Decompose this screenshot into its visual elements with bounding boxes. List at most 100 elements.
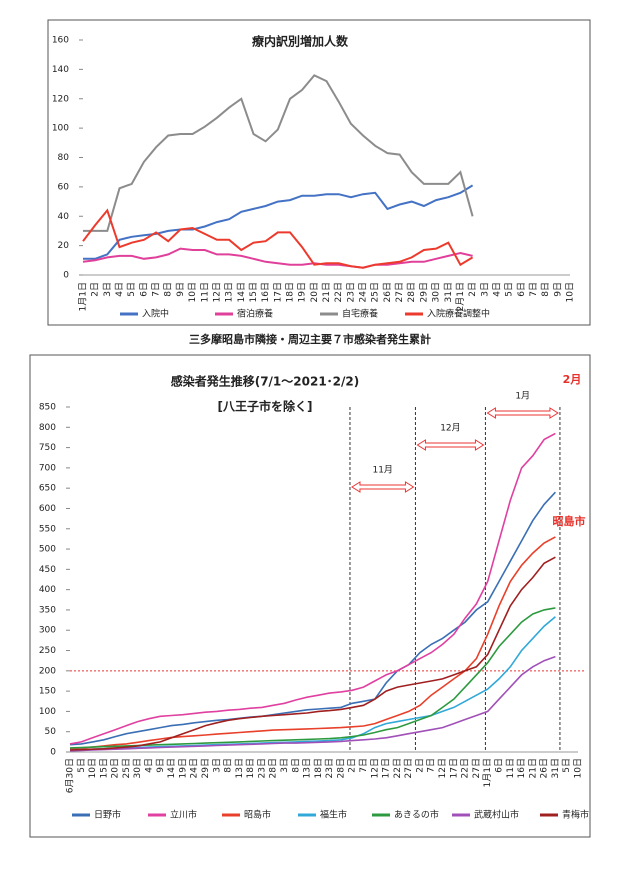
y-tick-label: 250 <box>39 646 56 656</box>
x-tick-label: 6月30日 <box>65 758 76 793</box>
x-tick-label: 17日 <box>381 758 392 778</box>
x-tick-label: 2日 <box>347 758 358 773</box>
x-tick-label: 13日 <box>234 758 245 778</box>
x-tick-label: 7日 <box>151 282 162 297</box>
y-tick-label: 20 <box>58 241 70 251</box>
y-tick-label: 750 <box>39 443 56 453</box>
legend-label: 昭島市 <box>244 809 271 821</box>
legend-label: 宿泊療養 <box>237 308 273 320</box>
x-tick-label: 3日 <box>279 758 290 773</box>
x-tick-label: 7日 <box>528 282 539 297</box>
range-arrow <box>416 439 485 451</box>
x-tick-label: 27日 <box>403 758 414 778</box>
x-tick-label: 20日 <box>309 282 320 302</box>
x-tick-label: 18日 <box>284 282 295 302</box>
x-tick-label: 30日 <box>132 758 143 778</box>
x-tick-label: 30日 <box>431 282 442 302</box>
x-tick-label: 23日 <box>256 758 267 778</box>
x-tick-label: 13日 <box>224 282 235 302</box>
legend-label: 自宅療養 <box>342 308 378 320</box>
x-tick-label: 4日 <box>491 282 502 297</box>
y-tick-label: 120 <box>52 94 69 104</box>
x-tick-label: 15日 <box>248 282 259 302</box>
x-tick-label: 5日 <box>126 282 137 297</box>
x-tick-label: 3日 <box>479 282 490 297</box>
y-tick-label: 800 <box>39 423 56 433</box>
y-tick-label: 850 <box>39 403 56 413</box>
x-tick-label: 22日 <box>333 282 344 302</box>
series-line <box>83 184 474 260</box>
x-tick-label: 8日 <box>223 758 234 773</box>
x-tick-label: 15日 <box>98 758 109 778</box>
y-tick-label: 60 <box>58 182 70 192</box>
y-tick-label: 50 <box>45 727 57 737</box>
x-tick-label: 7日 <box>358 758 369 773</box>
series-line <box>69 556 556 751</box>
x-tick-label: 23日 <box>324 758 335 778</box>
series-line <box>69 536 556 750</box>
x-tick-label: 10日 <box>573 758 584 778</box>
chart-frame <box>47 19 591 326</box>
y-tick-label: 200 <box>39 666 56 676</box>
month-label: 2月 <box>563 373 582 386</box>
x-tick-label: 16日 <box>260 282 271 302</box>
x-tick-label: 26日 <box>539 758 550 778</box>
x-tick-label: 26日 <box>382 282 393 302</box>
y-tick-label: 0 <box>63 271 69 281</box>
x-tick-label: 24日 <box>358 282 369 302</box>
x-tick-label: 25日 <box>370 282 381 302</box>
y-tick-label: 350 <box>39 605 56 615</box>
x-tick-label: 1月1日 <box>482 758 493 787</box>
x-tick-label: 8日 <box>540 282 551 297</box>
x-tick-label: 12日 <box>211 282 222 302</box>
x-tick-label: 4日 <box>114 282 125 297</box>
x-tick-label: 21日 <box>527 758 538 778</box>
x-tick-label: 10日 <box>87 758 98 778</box>
series-line <box>69 655 556 752</box>
legend-label: 福生市 <box>320 809 347 821</box>
y-tick-label: 140 <box>52 65 69 75</box>
x-tick-label: 10日 <box>565 282 576 302</box>
x-tick-label: 9日 <box>155 758 166 773</box>
x-tick-label: 11日 <box>505 758 516 778</box>
x-tick-label: 5日 <box>76 758 87 773</box>
x-tick-label: 28日 <box>335 758 346 778</box>
x-tick-label: 7日 <box>426 758 437 773</box>
x-tick-label: 27日 <box>471 758 482 778</box>
x-tick-label: 1月1日 <box>78 282 89 311</box>
legend-label: 武蔵村山市 <box>474 809 519 821</box>
x-tick-label: 25日 <box>121 758 132 778</box>
legend-label: 立川市 <box>170 809 197 821</box>
x-tick-label: 13日 <box>302 758 313 778</box>
x-tick-label: 28日 <box>268 758 279 778</box>
x-tick-label: 5日 <box>504 282 515 297</box>
x-tick-label: 31日 <box>550 758 561 778</box>
chart-frame <box>29 354 591 838</box>
range-arrow <box>486 407 559 419</box>
x-tick-label: 16日 <box>516 758 527 778</box>
x-tick-label: 10日 <box>187 282 198 302</box>
legend-label: 入院療養調整中 <box>427 308 490 320</box>
x-tick-label: 17日 <box>448 758 459 778</box>
caption: 三多摩昭島市隣接・周辺主要７市感染者発生累計 <box>189 332 431 346</box>
chart-title: 感染者発生推移(7/1～2021･2/2) <box>171 374 360 389</box>
y-tick-label: 300 <box>39 626 56 636</box>
y-tick-label: 0 <box>50 748 56 758</box>
x-tick-label: 11日 <box>199 282 210 302</box>
x-tick-label: 12日 <box>369 758 380 778</box>
chart-subtitle: [八王子市を除く] <box>218 399 313 414</box>
month-label: 11月 <box>372 465 392 476</box>
y-tick-label: 100 <box>52 124 69 134</box>
legend-label: あきるの市 <box>394 809 439 821</box>
x-tick-label: 3日 <box>211 758 222 773</box>
x-tick-label: 3日 <box>102 282 113 297</box>
range-arrow <box>351 481 415 493</box>
y-tick-label: 500 <box>39 545 56 555</box>
x-tick-label: 23日 <box>345 282 356 302</box>
x-tick-label: 4日 <box>144 758 155 773</box>
series-line <box>69 491 556 746</box>
x-tick-label: 18日 <box>313 758 324 778</box>
series-line <box>69 432 556 745</box>
